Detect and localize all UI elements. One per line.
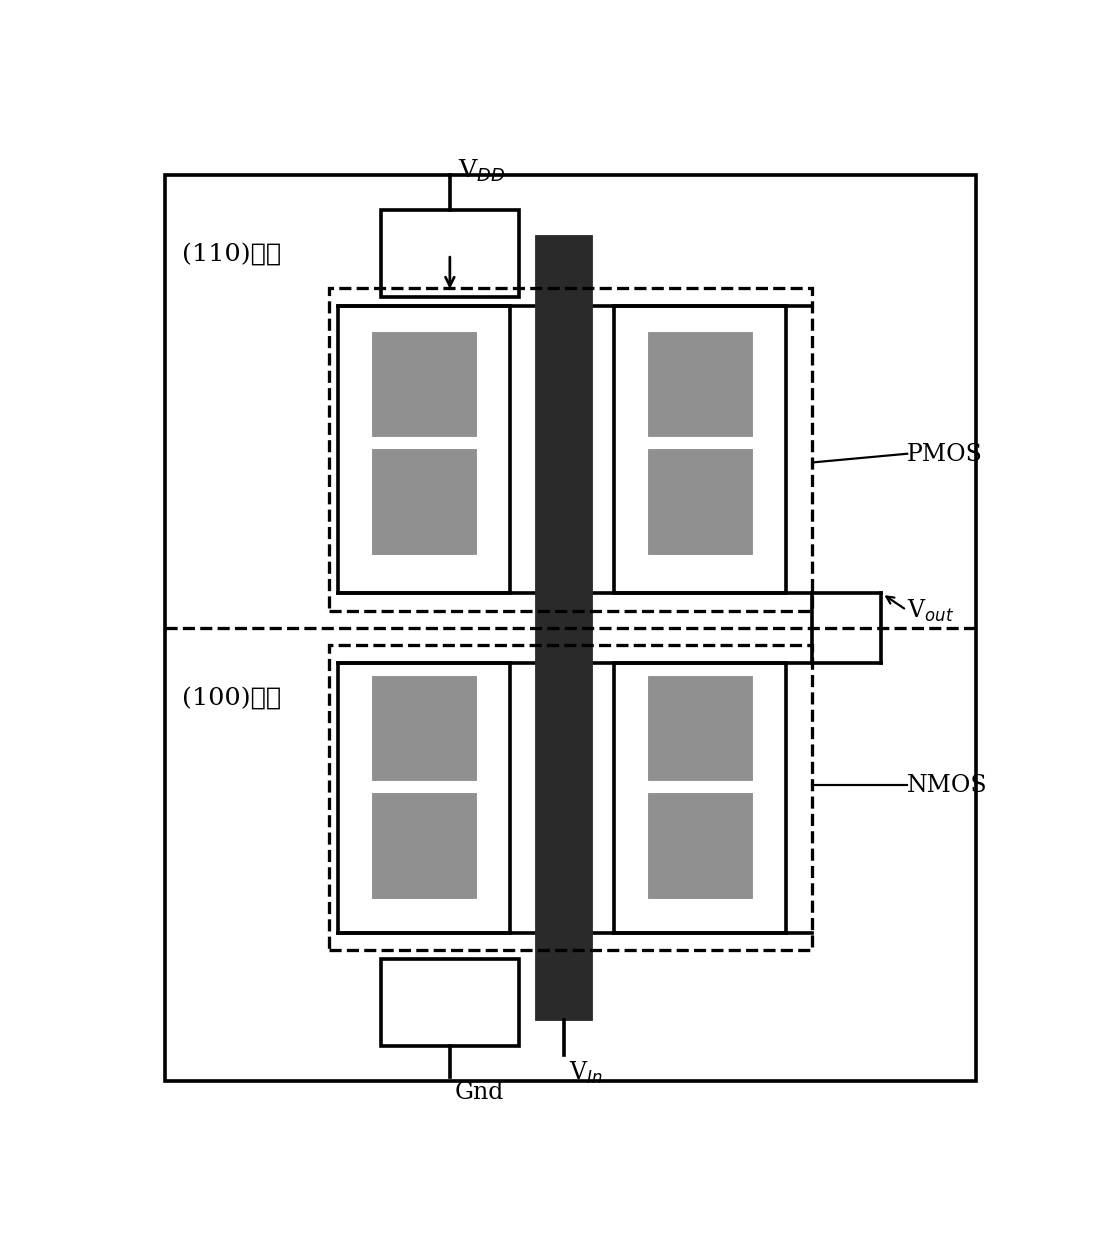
Bar — [381, 210, 519, 297]
Bar — [337, 306, 510, 593]
Bar — [536, 236, 592, 1020]
Text: V$_{In}$: V$_{In}$ — [569, 1060, 602, 1086]
Bar — [372, 449, 475, 554]
Text: V$_{DD}$: V$_{DD}$ — [459, 158, 505, 184]
Bar — [372, 675, 475, 781]
Text: Gnd: Gnd — [454, 1081, 503, 1103]
Text: (100)晶面: (100)晶面 — [183, 687, 282, 709]
Text: V$_{out}$: V$_{out}$ — [907, 597, 954, 624]
Bar — [372, 332, 475, 437]
Text: PMOS: PMOS — [907, 443, 983, 465]
Bar — [648, 449, 751, 554]
Bar — [381, 959, 519, 1046]
Bar — [613, 663, 786, 933]
Bar — [372, 794, 475, 898]
Bar — [329, 646, 812, 950]
Text: NMOS: NMOS — [907, 774, 987, 796]
Bar — [337, 663, 510, 933]
Bar — [648, 332, 751, 437]
Text: (110)晶面: (110)晶面 — [183, 243, 282, 265]
Bar — [648, 675, 751, 781]
Bar — [329, 289, 812, 611]
Bar — [613, 306, 786, 593]
Bar — [648, 794, 751, 898]
